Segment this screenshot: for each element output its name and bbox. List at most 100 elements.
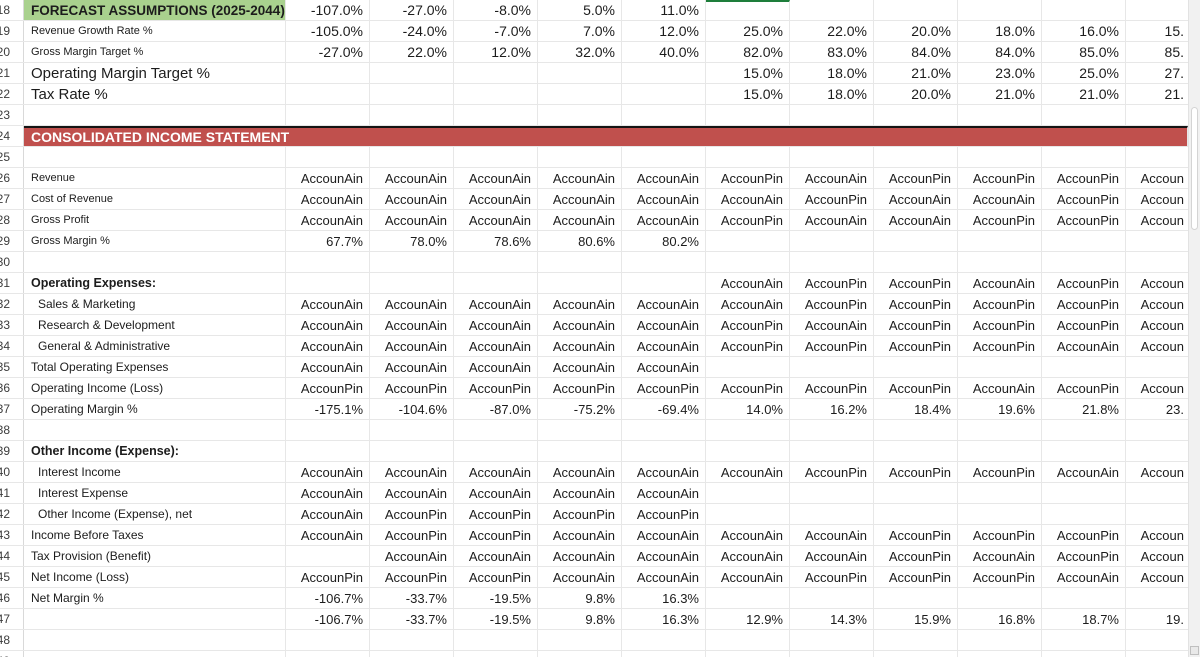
data-cell[interactable] — [538, 147, 622, 167]
data-cell[interactable] — [538, 105, 622, 125]
row-number[interactable]: 47 — [0, 609, 24, 629]
data-cell[interactable]: AccounPin — [1042, 273, 1126, 293]
row-number[interactable]: 38 — [0, 420, 24, 440]
data-cell[interactable]: 78.0% — [370, 231, 454, 251]
data-cell[interactable] — [1126, 105, 1188, 125]
data-cell[interactable]: AccounAin — [790, 525, 874, 545]
data-cell[interactable] — [706, 252, 790, 272]
data-cell[interactable]: AccounPin — [1042, 189, 1126, 209]
data-cell[interactable] — [1042, 147, 1126, 167]
row-number[interactable]: 23 — [0, 105, 24, 125]
row-label-cell[interactable]: Sales & Marketing — [24, 294, 286, 314]
data-cell[interactable]: 18.0% — [958, 21, 1042, 41]
data-cell[interactable]: 12.9% — [706, 609, 790, 629]
data-cell[interactable]: AccounPin — [706, 378, 790, 398]
data-cell[interactable]: 9.8% — [538, 609, 622, 629]
data-cell[interactable]: AccounAin — [622, 483, 706, 503]
data-cell[interactable]: AccounAin — [958, 189, 1042, 209]
row-label-cell[interactable] — [24, 420, 286, 440]
data-cell[interactable] — [790, 0, 874, 20]
data-cell[interactable]: AccounPin — [1042, 525, 1126, 545]
data-cell[interactable]: AccounAin — [706, 294, 790, 314]
data-cell[interactable]: AccounAin — [370, 357, 454, 377]
data-cell[interactable]: 32.0% — [538, 42, 622, 62]
data-cell[interactable]: 80.2% — [622, 231, 706, 251]
data-cell[interactable]: AccounAin — [370, 189, 454, 209]
row-label-cell[interactable]: Operating Income (Loss) — [24, 378, 286, 398]
data-cell[interactable]: AccounAin — [454, 294, 538, 314]
data-cell[interactable]: 78.6% — [454, 231, 538, 251]
data-cell[interactable] — [874, 105, 958, 125]
row-number[interactable]: 20 — [0, 42, 24, 62]
data-cell[interactable]: AccounAin — [622, 357, 706, 377]
data-cell[interactable]: AccounPin — [874, 273, 958, 293]
data-cell[interactable]: 16.2% — [790, 399, 874, 419]
row-label-cell[interactable]: Revenue — [24, 168, 286, 188]
data-cell[interactable] — [706, 651, 790, 657]
data-cell[interactable]: AccounPin — [790, 462, 874, 482]
data-cell[interactable]: -19.5% — [454, 609, 538, 629]
data-cell[interactable]: AccounAin — [538, 168, 622, 188]
data-cell[interactable]: AccounAin — [958, 378, 1042, 398]
row-label-cell[interactable]: Revenue Growth Rate % — [24, 21, 286, 41]
data-cell[interactable]: 9.8% — [538, 588, 622, 608]
row-label-cell[interactable]: Gross Margin % — [24, 231, 286, 251]
data-cell[interactable]: AccounAin — [1042, 336, 1126, 356]
data-cell[interactable]: AccounPin — [706, 315, 790, 335]
data-cell[interactable]: AccounPin — [1042, 315, 1126, 335]
data-cell[interactable]: -19.5% — [454, 588, 538, 608]
data-cell[interactable] — [1042, 357, 1126, 377]
data-cell[interactable]: 25.0% — [1042, 63, 1126, 83]
row-label-cell[interactable]: Other Income (Expense), net — [24, 504, 286, 524]
data-cell[interactable]: AccounPin — [538, 378, 622, 398]
row-number[interactable]: 43 — [0, 525, 24, 545]
data-cell[interactable]: AccounPin — [958, 525, 1042, 545]
row-label-cell[interactable]: Research & Development — [24, 315, 286, 335]
data-cell[interactable] — [370, 147, 454, 167]
data-cell[interactable]: -75.2% — [538, 399, 622, 419]
data-cell[interactable]: AccounAin — [370, 294, 454, 314]
data-cell[interactable] — [1042, 588, 1126, 608]
data-cell[interactable] — [622, 252, 706, 272]
data-cell[interactable] — [622, 651, 706, 657]
row-number[interactable]: 39 — [0, 441, 24, 461]
data-cell[interactable] — [706, 630, 790, 650]
row-label-cell[interactable] — [24, 609, 286, 629]
row-label-cell[interactable]: Other Income (Expense): — [24, 441, 286, 461]
data-cell[interactable] — [874, 630, 958, 650]
data-cell[interactable] — [790, 147, 874, 167]
data-cell[interactable]: 21.0% — [958, 84, 1042, 104]
data-cell[interactable]: AccounPin — [370, 504, 454, 524]
data-cell[interactable]: AccounPin — [538, 504, 622, 524]
data-cell[interactable]: AccounAin — [370, 462, 454, 482]
row-label-cell[interactable] — [24, 252, 286, 272]
data-cell[interactable] — [958, 504, 1042, 524]
row-label-cell[interactable]: Interest Expense — [24, 483, 286, 503]
data-cell[interactable] — [874, 420, 958, 440]
data-cell[interactable]: AccounAin — [454, 210, 538, 230]
data-cell[interactable]: 27. — [1164, 65, 1184, 81]
data-cell[interactable] — [538, 252, 622, 272]
data-cell[interactable]: AccounPin — [454, 525, 538, 545]
data-cell[interactable]: AccounAin — [790, 315, 874, 335]
data-cell[interactable]: AccounPin — [1042, 294, 1126, 314]
data-cell[interactable] — [1126, 231, 1188, 251]
data-cell[interactable] — [286, 105, 370, 125]
data-cell[interactable]: 18.4% — [874, 399, 958, 419]
data-cell[interactable] — [1042, 231, 1126, 251]
row-label-cell[interactable]: Tax Rate % — [24, 84, 286, 104]
data-cell[interactable]: AccounPin — [790, 378, 874, 398]
data-cell[interactable]: 12.0% — [454, 42, 538, 62]
data-cell[interactable]: AccounPin — [958, 210, 1042, 230]
row-number[interactable]: 42 — [0, 504, 24, 524]
data-cell[interactable]: 19. — [1165, 611, 1184, 627]
row-label-cell[interactable]: Operating Expenses: — [24, 273, 286, 293]
data-cell[interactable]: Accoun — [1140, 191, 1184, 207]
data-cell[interactable]: AccounAin — [370, 168, 454, 188]
data-cell[interactable]: -107.0% — [286, 0, 370, 20]
data-cell[interactable] — [874, 588, 958, 608]
data-cell[interactable]: AccounPin — [958, 336, 1042, 356]
data-cell[interactable]: AccounPin — [370, 567, 454, 587]
data-cell[interactable] — [706, 105, 790, 125]
data-cell[interactable] — [874, 504, 958, 524]
